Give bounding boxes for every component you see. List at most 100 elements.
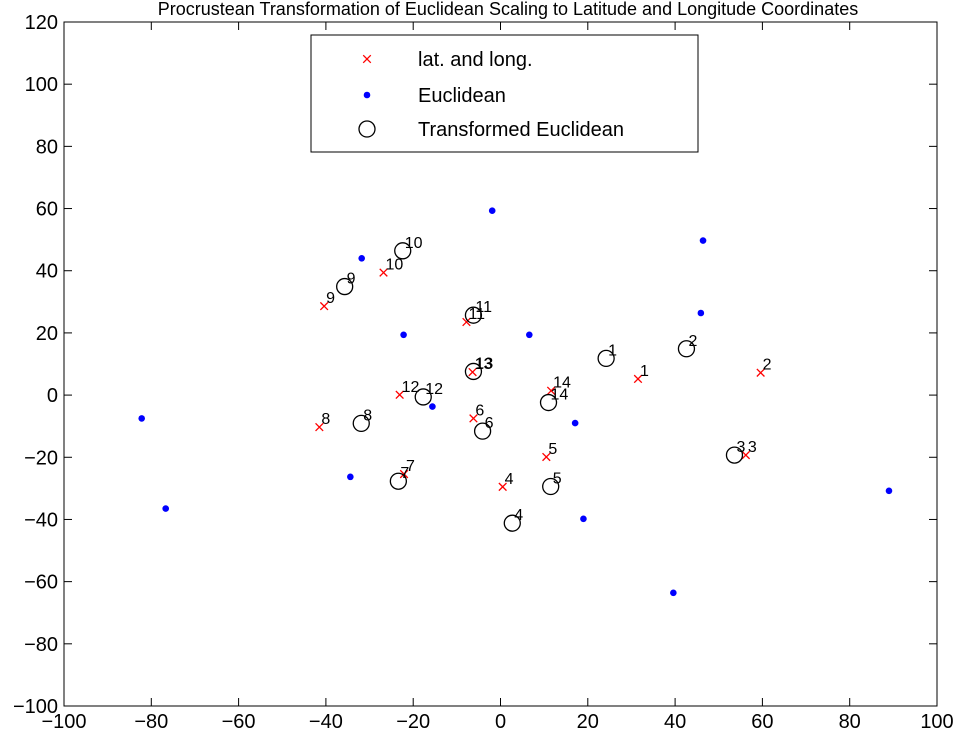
data-point [464,306,483,324]
y-tick-label: −100 [13,696,58,718]
legend-marker-dot [363,91,371,99]
legend-label: lat. and long. [418,49,533,71]
data-point [347,473,354,481]
point-label: 13 [475,355,493,372]
data-point [503,514,521,532]
data-point [336,277,354,296]
data-point [725,446,744,464]
x-tick-label: 0 [495,711,506,733]
point-label: 10 [386,257,404,274]
data-point [394,242,412,260]
point-label: 7 [406,458,415,475]
point-label: 6 [475,402,484,419]
x-tick-label: 20 [577,711,599,733]
data-point [379,268,388,277]
data-point [358,254,365,262]
data-point [319,301,329,311]
x-tick-label: −40 [309,711,343,733]
point-label: 9 [347,271,356,288]
data-point [464,362,483,381]
point-label: 8 [321,411,330,428]
legend-box [310,34,699,153]
data-point [498,482,507,492]
data-point [352,414,370,433]
y-tick-label: 0 [47,385,58,407]
point-label: 12 [402,379,420,396]
point-label: 1 [608,342,617,359]
x-tick-label: 60 [751,711,773,733]
data-point [542,452,551,462]
point-label: 7 [400,465,409,482]
x-tick-label: −100 [41,711,86,733]
data-point [162,505,170,512]
chart-title: Procrustean Transformation of Euclidean … [158,0,858,19]
data-point [389,472,408,490]
data-point [539,393,558,412]
data-point [885,487,893,495]
y-tick-label: 60 [36,199,58,221]
legend-label: Euclidean [418,85,506,107]
data-point [571,419,579,427]
point-label: 3 [736,439,745,456]
data-point [526,331,533,339]
point-label: 3 [748,439,757,456]
data-point [315,422,324,432]
data-point [399,469,409,479]
point-label: 9 [326,290,335,307]
point-label: 12 [425,381,443,398]
data-point [597,349,615,368]
legend-entry: Euclidean [363,85,506,107]
data-point [462,317,471,327]
x-tick-label: −20 [396,711,430,733]
point-label: 5 [548,441,557,458]
data-point [633,374,643,384]
data-point [699,237,707,244]
y-tick-label: −80 [24,634,58,656]
point-label: 6 [485,415,494,432]
x-tick-label: 40 [664,711,686,733]
legend: lat. and long. Euclidean Transformed Eucli… [310,34,699,153]
y-tick-label: 20 [36,323,58,345]
axes: −100 −80 −60 −40 −20 0 20 40 60 80 100−100−80−60−4… [13,12,954,733]
x-tick-label: 80 [839,711,861,733]
point-label: 13 [475,356,493,373]
data-point [395,390,404,400]
data-point [697,309,705,317]
data-point [429,403,436,410]
data-point [677,340,696,358]
data-point [580,515,587,523]
data-point [488,207,496,215]
legend-entry: lat. and long. [362,49,533,71]
data-point [400,331,407,339]
point-label: 8 [363,407,372,424]
legend-label: Transformed Euclidean [418,119,624,141]
data-point [741,450,751,460]
point-label: 14 [553,375,571,392]
data-point [473,422,492,440]
y-tick-label: −20 [24,447,58,469]
point-label: 1 [640,363,649,380]
data-point [469,414,478,423]
point-label: 2 [763,357,772,374]
point-label: 4 [514,507,523,524]
y-tick-label: 40 [36,261,58,283]
y-tick-label: −60 [24,572,58,594]
x-tick-label: −60 [222,711,256,733]
legend-marker-circle [358,120,376,138]
data-point [546,386,556,395]
y-tick-label: 100 [25,74,58,96]
x-tick-label: 100 [920,711,953,733]
y-tick-label: 80 [36,136,58,158]
point-label: 10 [405,235,423,252]
point-label: 2 [688,333,697,350]
legend-entry: Transformed Euclidean [358,119,624,141]
point-label: 4 [505,471,514,488]
point-label: 14 [551,387,569,404]
data-point [414,388,432,406]
data-point [138,415,145,422]
series-dot [138,207,893,597]
